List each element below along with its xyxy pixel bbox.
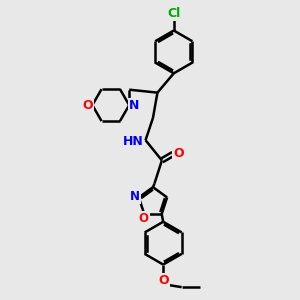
Text: HN: HN xyxy=(122,135,143,148)
Text: O: O xyxy=(158,274,169,287)
Text: N: N xyxy=(129,99,139,112)
Text: N: N xyxy=(130,190,140,203)
Text: O: O xyxy=(82,99,93,112)
Text: Cl: Cl xyxy=(167,7,180,20)
Text: O: O xyxy=(173,147,184,160)
Text: O: O xyxy=(139,212,148,225)
